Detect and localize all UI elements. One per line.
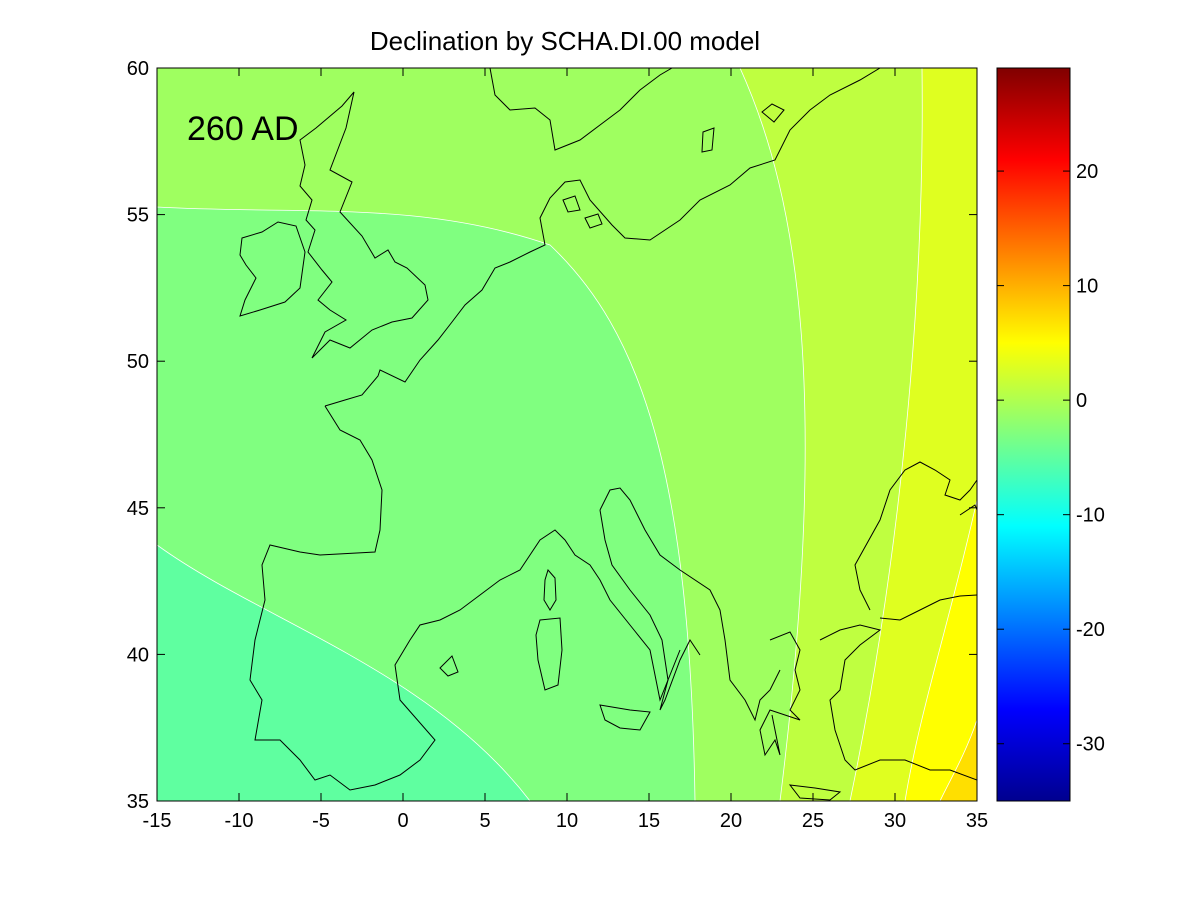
coastline-baltic-island: [761, 103, 785, 123]
x-axis: -15 -10 -5 0 5 10 15 20 25 30 35: [143, 68, 988, 832]
contour-zone-minus-7: [157, 544, 531, 801]
coastline-great-britain: [299, 91, 429, 359]
y-axis: 35 40 45 50 55 60: [127, 58, 977, 813]
coastlines: [239, 68, 977, 801]
x-tick-label: 25: [802, 810, 824, 832]
colorbar-tick-label: 10: [1076, 276, 1098, 298]
coastline-crimea: [959, 504, 977, 516]
x-tick-label: -10: [225, 810, 254, 832]
x-tick-label: -15: [143, 810, 172, 832]
coastline-black-sea-south: [879, 594, 977, 621]
y-tick-label: 40: [127, 644, 149, 666]
y-tick-label: 45: [127, 498, 149, 520]
y-tick-label: 50: [127, 351, 149, 373]
coastline-crete: [788, 784, 842, 801]
colorbar-ticks: 20 10 0 -10 -20 -30: [997, 161, 1105, 756]
coastline-balkans-greece: [759, 631, 801, 757]
x-tick-label: 15: [638, 810, 660, 832]
coastline-continent-north: [324, 68, 881, 407]
coastline-sicily: [599, 704, 651, 731]
coastline-black-sea: [854, 461, 977, 611]
coastline-aegean-turkey: [819, 624, 977, 781]
coastline-denmark-island: [562, 195, 581, 213]
chart-title: Declination by SCHA.DI.00 model: [370, 26, 760, 56]
x-tick-label: 0: [397, 810, 408, 832]
colorbar-tick-label: 20: [1076, 161, 1098, 183]
x-tick-label: 30: [884, 810, 906, 832]
colorbar-tick-label: -30: [1076, 734, 1105, 756]
y-tick-label: 55: [127, 205, 149, 227]
colorbar-gradient: [996, 67, 1071, 802]
coastline-sardinia: [535, 617, 563, 691]
x-tick-label: 35: [966, 810, 988, 832]
coastline-zealand: [584, 213, 603, 229]
coastline-scandinavia: [489, 68, 673, 151]
coastline-corsica: [543, 568, 557, 611]
x-tick-label: 5: [479, 810, 490, 832]
colorbar: 20 10 0 -10 -20 -30: [996, 67, 1105, 802]
coastline-italy-boot: [599, 509, 701, 711]
x-tick-label: 20: [720, 810, 742, 832]
y-tick-label: 35: [127, 791, 149, 813]
coastline-balearics: [439, 655, 459, 677]
coastline-gotland: [701, 127, 715, 153]
coastline-ireland: [239, 221, 306, 317]
contour-zone-plus-3: [849, 68, 977, 801]
colorbar-tick-label: 0: [1076, 390, 1087, 412]
coastline-italy: [599, 487, 781, 722]
contour-field: [157, 68, 977, 801]
y-tick-label: 60: [127, 58, 149, 80]
colorbar-tick-label: -20: [1076, 619, 1105, 641]
contour-zone-plus-5: [904, 499, 977, 801]
year-annotation: 260 AD: [187, 110, 299, 148]
coastline-france-iberia: [249, 405, 681, 791]
colorbar-tick-label: -10: [1076, 505, 1105, 527]
x-tick-label: 10: [556, 810, 578, 832]
x-tick-label: -5: [312, 810, 330, 832]
